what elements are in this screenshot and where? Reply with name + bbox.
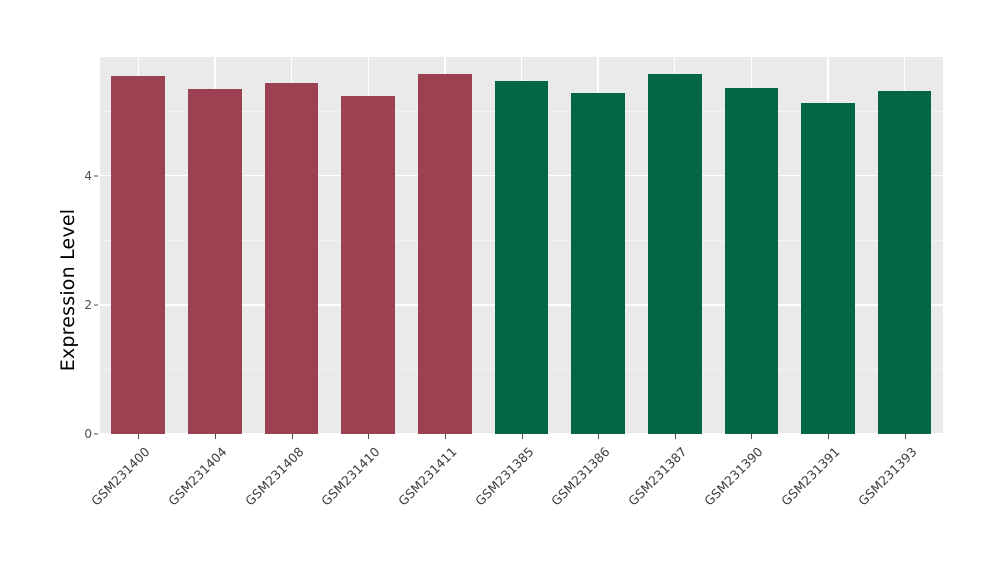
x-tick-label: GSM231390 xyxy=(701,444,767,509)
x-tick-mark xyxy=(368,434,370,439)
y-tick-mark xyxy=(94,304,98,306)
x-tick-label: GSM231411 xyxy=(395,444,460,509)
y-axis-ticks: 0 2 4 xyxy=(0,0,92,580)
x-tick-label: GSM231404 xyxy=(165,444,230,509)
x-tick-mark xyxy=(828,434,830,439)
bar xyxy=(571,92,625,434)
x-tick-mark xyxy=(444,434,446,439)
bar xyxy=(647,73,702,434)
bar xyxy=(341,95,396,434)
x-tick-label: GSM231391 xyxy=(778,444,843,509)
x-tick-mark xyxy=(598,434,600,439)
bar xyxy=(111,75,166,434)
plot-panel xyxy=(100,57,943,434)
x-tick-mark xyxy=(521,434,523,439)
x-tick-label: GSM231387 xyxy=(624,444,690,509)
x-tick-mark xyxy=(138,434,140,439)
x-tick-mark xyxy=(674,434,676,439)
x-tick-mark xyxy=(751,434,753,439)
x-tick-mark xyxy=(291,434,293,439)
x-tick-label: GSM231386 xyxy=(548,444,613,509)
bar xyxy=(494,80,549,434)
y-tick-label: 0 xyxy=(84,427,92,441)
bar xyxy=(877,90,932,434)
y-tick-mark xyxy=(94,175,98,177)
bar xyxy=(801,102,855,434)
y-tick-mark xyxy=(94,433,98,435)
bar xyxy=(264,82,319,434)
x-tick-label: GSM231408 xyxy=(241,444,307,509)
x-axis-ticks xyxy=(100,434,943,440)
y-tick-label: 4 xyxy=(84,168,92,183)
x-axis-labels: GSM231400 GSM231404 GSM231408 GSM231410 GSM2… xyxy=(0,440,1000,560)
x-tick-label: GSM231385 xyxy=(471,444,537,509)
x-tick-mark xyxy=(214,434,216,439)
bar xyxy=(418,73,472,434)
y-tick-label: 2 xyxy=(84,297,92,312)
x-tick-label: GSM231400 xyxy=(88,444,153,509)
x-tick-mark xyxy=(904,434,906,439)
x-tick-label: GSM231410 xyxy=(318,444,383,509)
bar xyxy=(724,88,779,434)
bar xyxy=(188,88,242,434)
x-tick-label: GSM231393 xyxy=(854,444,920,509)
